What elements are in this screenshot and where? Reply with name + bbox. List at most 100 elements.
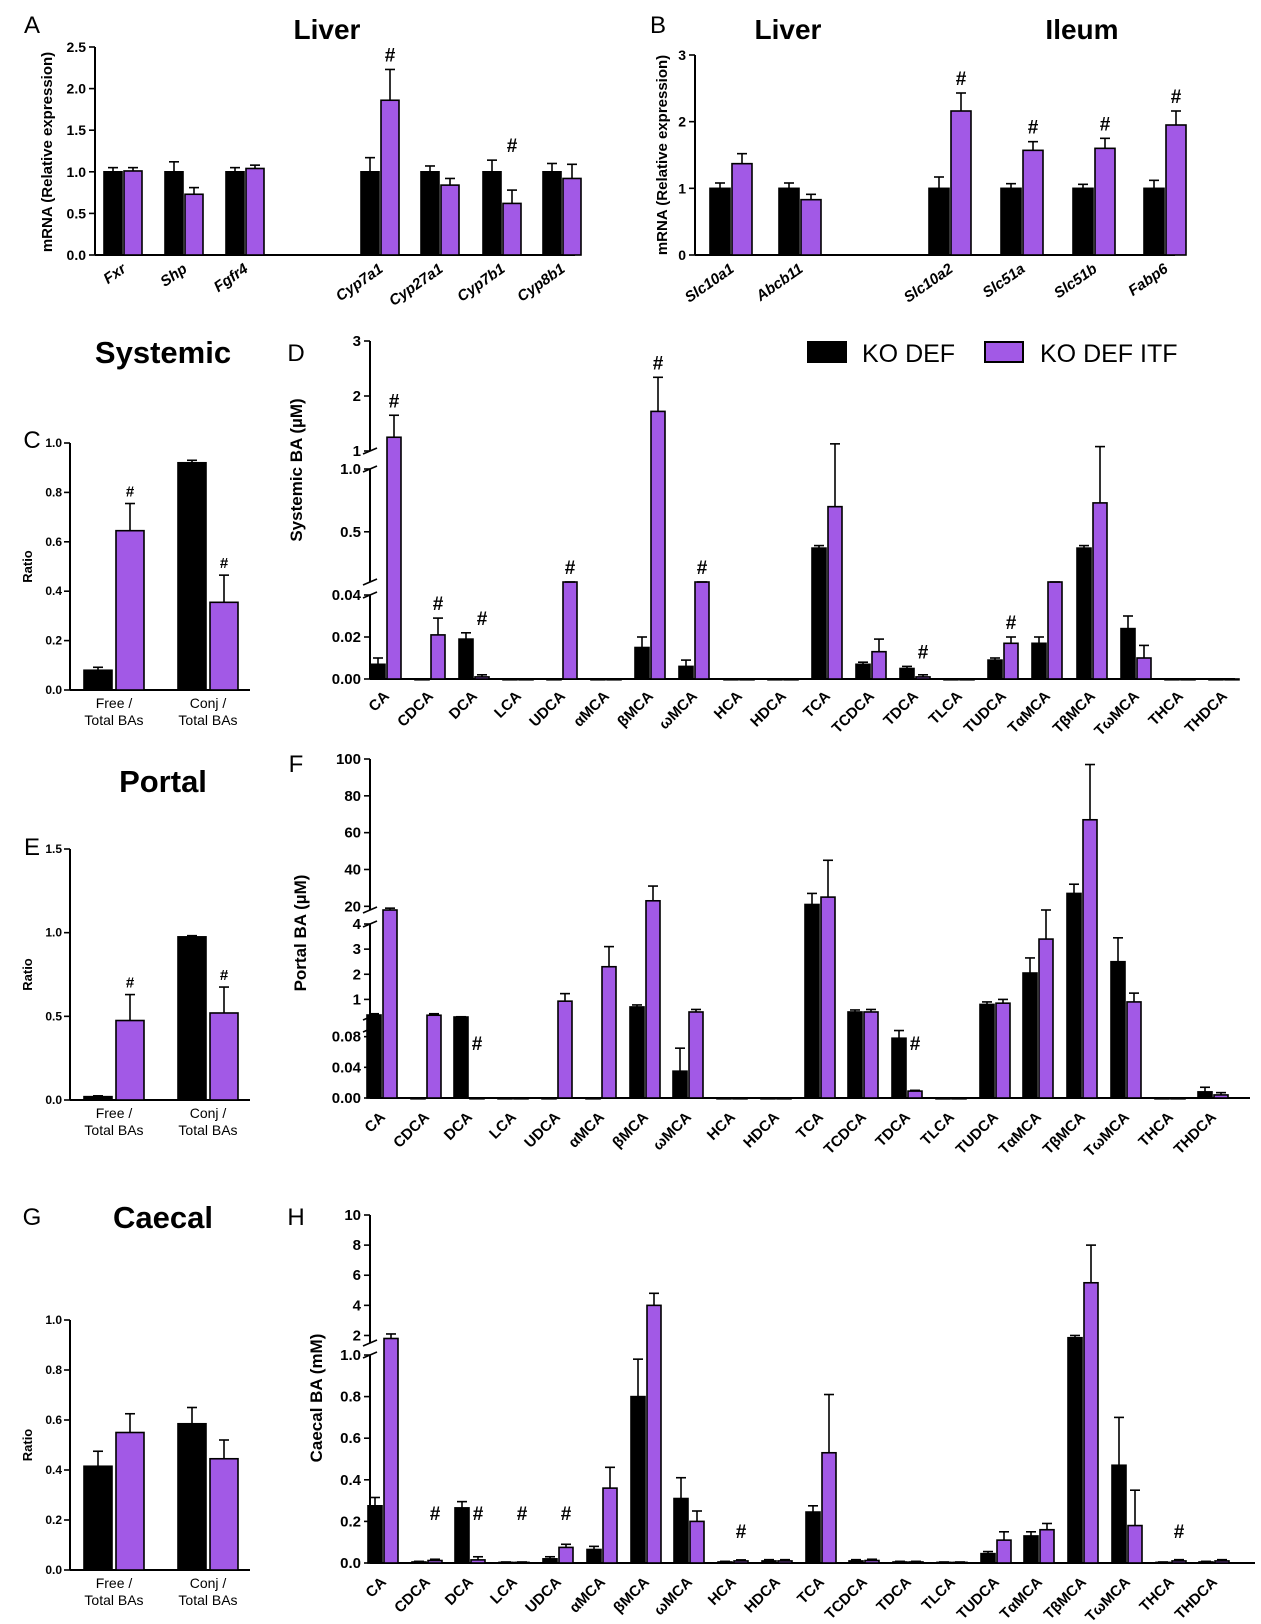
- bar-ko-def: [943, 678, 959, 681]
- bar-ko-def: [420, 171, 440, 256]
- bar-ko-def-itf: [115, 1431, 145, 1571]
- bar-ko-def-itf: [915, 676, 931, 680]
- x-tick-label: HDCA: [741, 1574, 784, 1617]
- x-tick-label: Abcb11: [752, 260, 806, 305]
- x-tick-label: Free /: [96, 695, 133, 711]
- bar-ko-def-itf: [430, 634, 446, 680]
- panel-letter: G: [23, 1204, 42, 1231]
- bar-ko-def-itf: [1082, 818, 1098, 1099]
- panel-letter: D: [287, 340, 304, 367]
- bar-ko-def-itf: [606, 678, 622, 681]
- y-tick-label: 2: [678, 114, 686, 130]
- x-tick-label: LCA: [487, 1574, 521, 1608]
- x-tick-label: TCDCA: [821, 1109, 870, 1158]
- bar-ko-def-itf: [689, 1520, 705, 1564]
- y-tick-label: 4: [353, 1297, 362, 1314]
- significance-mark: #: [1028, 118, 1039, 139]
- significance-mark: #: [389, 391, 400, 412]
- bar-ko-def: [672, 1070, 688, 1099]
- x-tick-label: Total BAs: [178, 1122, 237, 1138]
- y-tick-label: 0.0: [45, 1093, 62, 1107]
- bar-ko-def: [1110, 960, 1126, 1099]
- bar-ko-def: [541, 1097, 557, 1100]
- bar-ko-def-itf: [427, 1559, 443, 1564]
- significance-mark: #: [385, 0, 396, 5]
- significance-mark: #: [385, 45, 396, 66]
- bar-ko-def: [1031, 642, 1047, 680]
- y-tick-label: 0.5: [340, 524, 361, 541]
- x-tick-label: Fabp6: [1125, 260, 1171, 300]
- bar-ko-def: [414, 678, 430, 681]
- bar-ko-def: [804, 903, 820, 1099]
- bar-ko-def: [760, 1097, 776, 1100]
- x-tick-label: ωMCA: [651, 1574, 696, 1619]
- bar-ko-def-itf: [731, 162, 753, 256]
- x-tick-label: βMCA: [610, 1574, 653, 1617]
- x-tick-label: THDCA: [1182, 688, 1231, 737]
- bar-ko-def: [928, 187, 950, 256]
- panel-letter: B: [650, 12, 666, 39]
- bar-ko-def-itf: [1003, 642, 1019, 680]
- x-tick-label: HCA: [705, 1574, 740, 1609]
- bar-ko-def: [673, 1497, 689, 1564]
- bar-ko-def: [723, 678, 739, 681]
- bar-ko-def-itf: [469, 1097, 485, 1100]
- x-tick-label: ωMCA: [656, 688, 701, 733]
- y-tick-label: 6: [353, 1267, 361, 1284]
- bar-ko-def: [83, 669, 113, 691]
- axis-break: [362, 578, 378, 586]
- axis-break: [362, 1339, 378, 1347]
- y-tick-label: 60: [344, 825, 361, 842]
- bar-ko-def: [585, 1097, 601, 1100]
- significance-mark: #: [691, 0, 702, 5]
- bar-ko-def: [891, 1037, 907, 1099]
- panel-B: [689, 54, 1187, 256]
- bar-ko-def-itf: [1038, 938, 1054, 1099]
- bar-ko-def: [453, 1016, 469, 1099]
- bar-ko-def: [502, 678, 518, 681]
- bar-ko-def: [1111, 1464, 1127, 1564]
- bar-ko-def: [1143, 187, 1165, 256]
- y-tick-label: 2.5: [67, 39, 87, 55]
- x-tick-label: Total BAs: [178, 1592, 237, 1608]
- y-tick-label: 0.0: [45, 1563, 62, 1577]
- bar-ko-def-itf: [209, 1457, 239, 1571]
- x-tick-label: αMCA: [570, 688, 613, 731]
- y-tick-label: 0.5: [45, 1009, 62, 1023]
- x-tick-label: LCA: [491, 688, 525, 722]
- y-tick-label: 0.8: [45, 485, 62, 499]
- x-tick-label: TCA: [794, 1574, 828, 1608]
- bar-ko-def: [1164, 678, 1180, 681]
- bar-ko-def-itf: [645, 899, 661, 1099]
- x-tick-label: UDCA: [526, 688, 569, 731]
- panel-F: [362, 758, 1250, 1100]
- x-tick-label: αMCA: [566, 1574, 609, 1617]
- significance-mark: #: [220, 967, 229, 984]
- y-tick-label: 0.6: [45, 1413, 62, 1427]
- bar-ko-def: [848, 1560, 864, 1564]
- significance-mark: #: [561, 1504, 572, 1525]
- x-tick-label: Slc10a2: [901, 260, 957, 306]
- y-tick-label: 0.5: [67, 205, 87, 221]
- bar-ko-def-itf: [1047, 581, 1063, 680]
- significance-mark: #: [565, 558, 576, 579]
- significance-mark: #: [649, 0, 660, 5]
- bar-ko-def: [1023, 1535, 1039, 1564]
- panel-title: Systemic: [95, 335, 231, 370]
- bar-ko-def-itf: [776, 1097, 792, 1100]
- x-tick-label: TUDCA: [954, 1574, 1003, 1623]
- significance-mark: #: [1171, 87, 1182, 108]
- significance-mark: #: [910, 1034, 921, 1055]
- bar-ko-def: [716, 1097, 732, 1100]
- bar-ko-def: [83, 1465, 113, 1571]
- y-tick-label: 0.6: [45, 535, 62, 549]
- x-tick-label: THCA: [1135, 1109, 1177, 1151]
- bar-ko-def: [1072, 187, 1094, 256]
- y-tick-label: 0: [678, 247, 686, 263]
- significance-mark: #: [605, 0, 616, 5]
- bar-ko-def-itf: [907, 1090, 923, 1099]
- bar-ko-def-itf: [426, 1014, 442, 1099]
- x-tick-label: Cyp7b1: [454, 260, 508, 305]
- y-tick-label: 0.2: [45, 634, 62, 648]
- x-tick-label: TCDCA: [822, 1574, 871, 1623]
